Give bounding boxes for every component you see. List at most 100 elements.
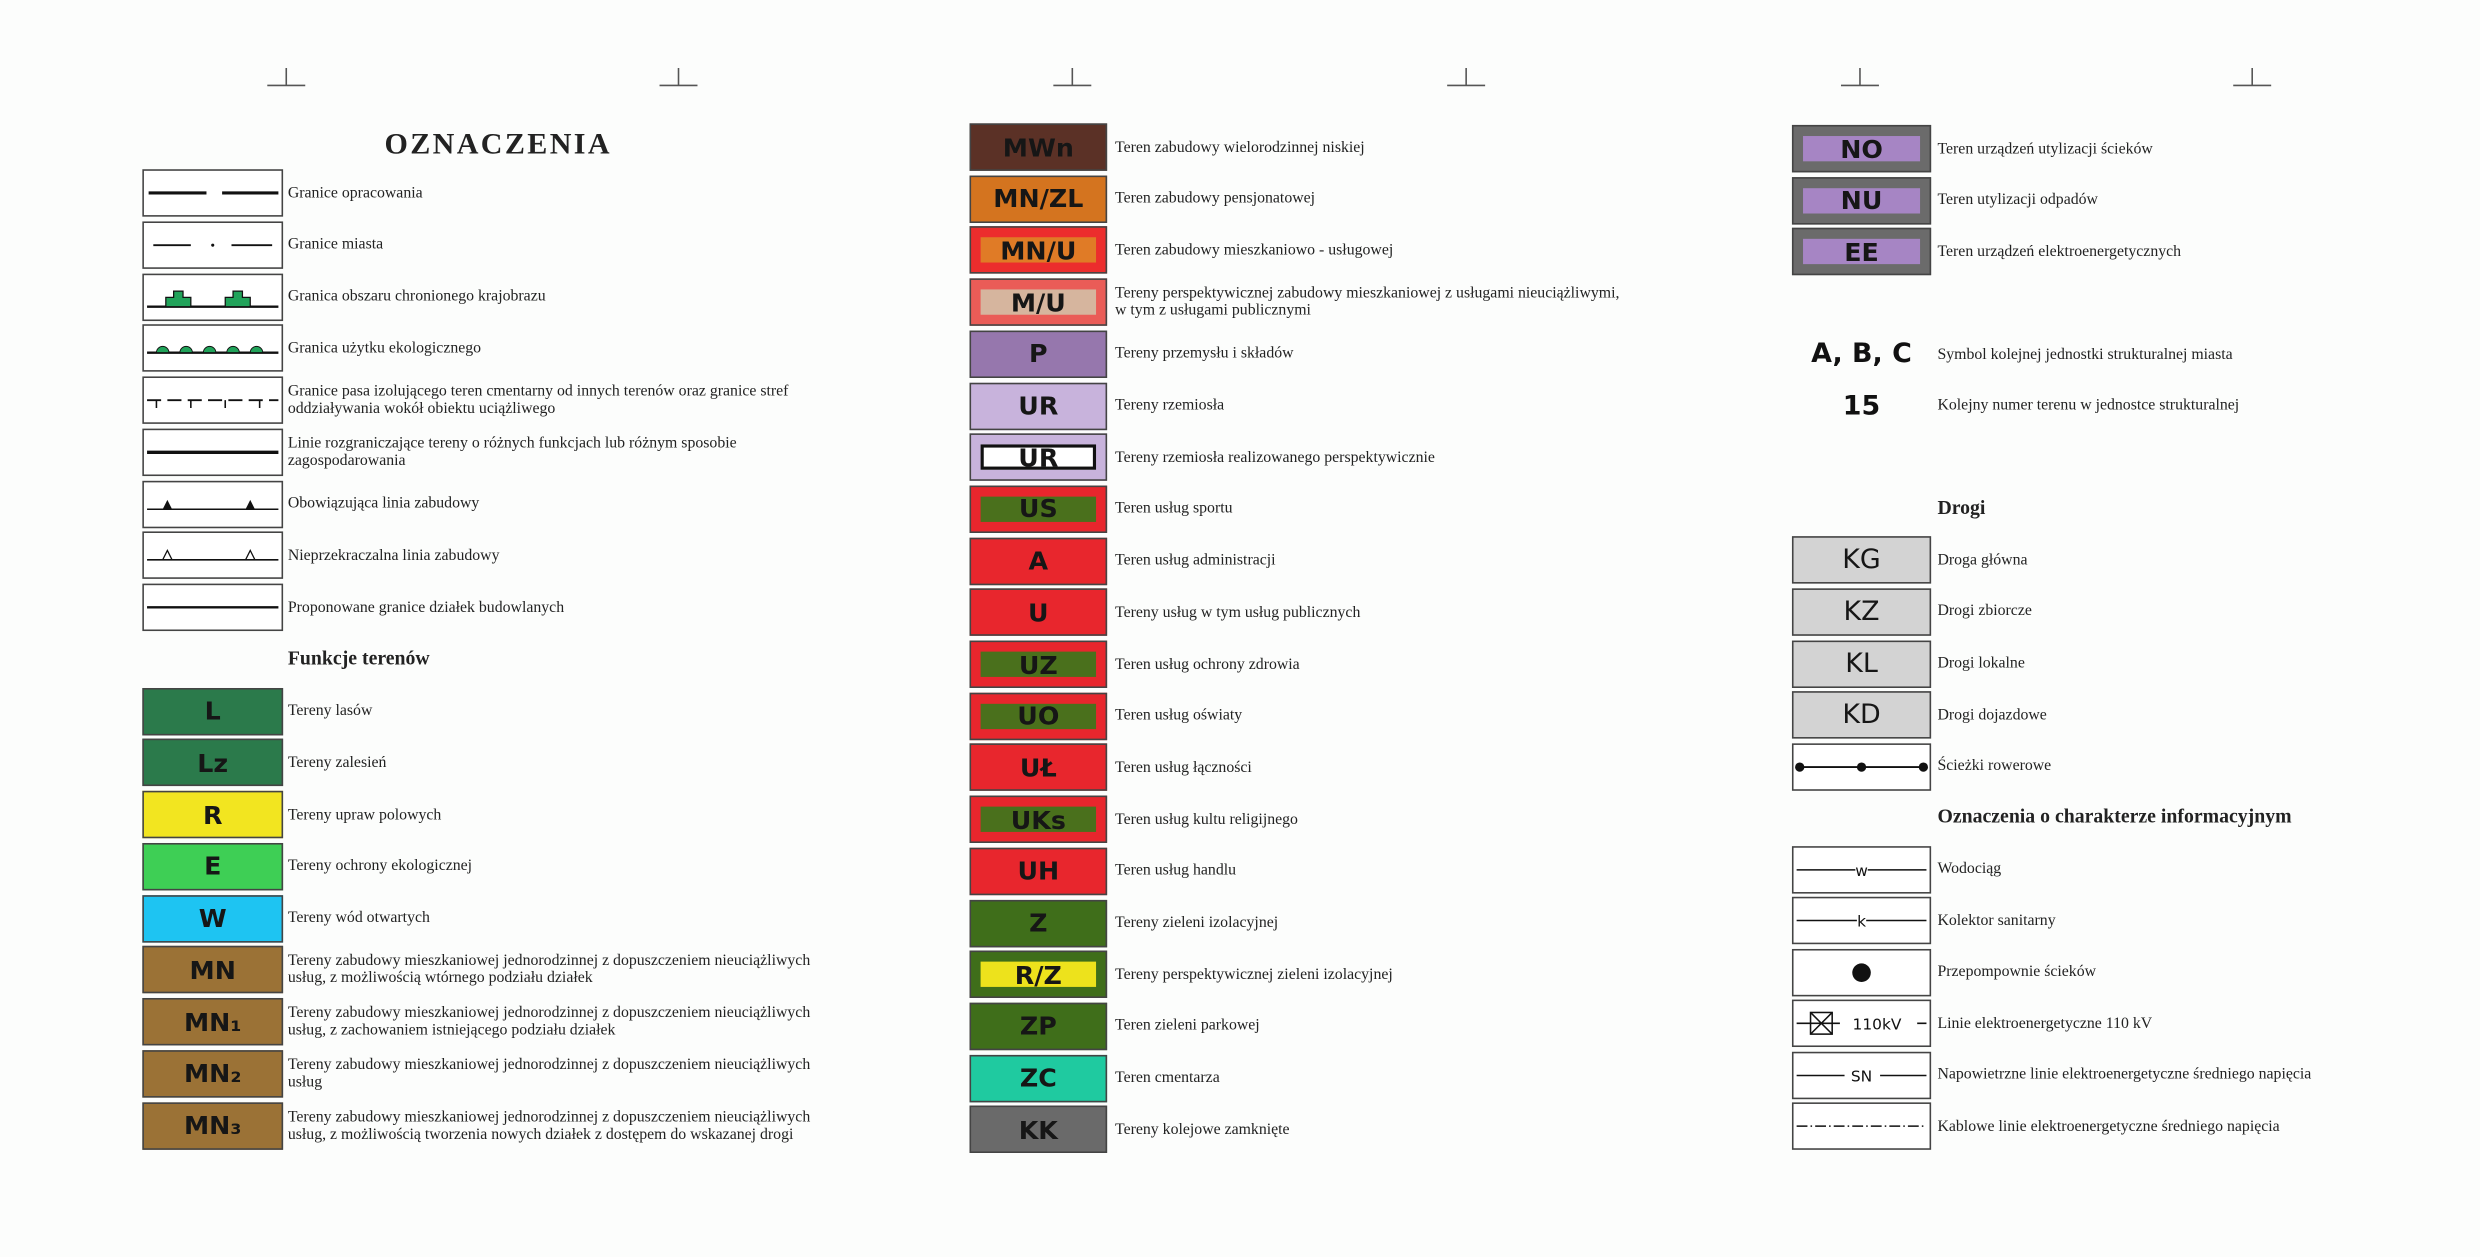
item-label: Granica użytku ekologicznego [288, 325, 481, 372]
swatch-code: L [204, 695, 221, 726]
line-symbol-graphic: k [1796, 913, 1927, 931]
swatch-inner [980, 961, 1097, 988]
item-label: Teren usług sportu [1115, 485, 1233, 532]
swatch-code: UO [1017, 700, 1060, 731]
label-line: Kolejny numer terenu w jednostce struktu… [1937, 397, 2240, 415]
item-label: Granice opracowania [288, 169, 423, 216]
label-line: Teren urządzeń elektroenergetycznych [1937, 242, 2182, 261]
label-line: Tereny ochrony ekologicznej [287, 857, 473, 876]
swatch-code: A [1028, 545, 1049, 576]
symbol-part [1809, 1012, 1833, 1036]
symbol-part [249, 346, 264, 354]
line-symbol-graphic [147, 289, 279, 308]
item-label: Tereny rzemiosła [1115, 382, 1224, 429]
symbol-text: k [1857, 913, 1866, 931]
swatch-code: UKs [1010, 804, 1066, 835]
swatch-code: EE [1844, 236, 1879, 267]
swatch-code: E [204, 851, 222, 882]
swatch-inner [980, 806, 1097, 833]
line-symbol: 110kV [1791, 1000, 1932, 1048]
label-line: Granice opracowania [287, 184, 423, 202]
swatch-code: Lz [197, 747, 229, 778]
label-line: Teren zieleni parkowej [1115, 1017, 1260, 1035]
item-label: Wodociąg [1937, 846, 2001, 893]
label-line: Linie rozgraniczające tereny o różnych f… [287, 434, 737, 452]
line-symbol-graphic [147, 549, 279, 562]
symbol-part [224, 289, 251, 307]
symbol-part [1852, 963, 1871, 982]
label-line: Tereny wód otwartych [287, 909, 430, 927]
item-label: Teren urządzeń elektroenergetycznych [1937, 228, 2181, 275]
line-symbol-graphic [147, 499, 279, 510]
line-symbol: k [1791, 897, 1932, 945]
label-line: Tereny zalesień [287, 754, 387, 772]
label-line: Tereny upraw polowych [287, 805, 442, 824]
label-line: Drogi zbiorcze [1937, 603, 2032, 621]
label-line: Tereny perspektywicznej zabudowy mieszka… [1115, 284, 1620, 303]
symbol-part [211, 243, 215, 247]
item-label: Nieprzekraczalna linia zabudowy [288, 532, 500, 579]
label-line: Teren zabudowy pensjonatowej [1115, 190, 1316, 208]
item-label: Drogi lokalne [1937, 640, 2024, 687]
line-symbol: SN [1791, 1051, 1932, 1100]
line-symbol-graphic [147, 450, 279, 454]
label-line: Ścieżki rowerowe [1937, 757, 2052, 776]
swatch: Z [969, 899, 1108, 947]
item-label: Tereny usług w tym usług publicznych [1115, 589, 1360, 636]
symbol-part [1856, 761, 1867, 772]
line-symbol [1791, 1103, 1932, 1151]
symbol-part [179, 346, 193, 354]
item-label: Tereny zalesień [288, 739, 387, 786]
label-line: Granica obszaru chronionego krajobrazu [287, 287, 546, 306]
swatch: KZ [1791, 588, 1932, 636]
symbol-part [1795, 761, 1805, 772]
label-line: Teren usług ochrony zdrowia [1115, 655, 1300, 673]
swatch: Lz [142, 739, 284, 787]
item-label: Granice pasa izolującego teren cmentarny… [288, 376, 789, 423]
swatch-code: US [1018, 494, 1058, 525]
label-line: Droga główna [1937, 551, 2028, 570]
swatch-code: UR [1018, 390, 1059, 421]
swatch-code: Z [1029, 907, 1048, 938]
swatch-code: NO [1840, 133, 1883, 164]
label-line: Teren usług łączności [1115, 758, 1252, 777]
item-label: Tereny wód otwartych [288, 894, 430, 941]
swatch: KK [969, 1106, 1108, 1154]
swatch-code: MN₂ [183, 1058, 242, 1089]
item-label: Tereny perspektywicznej zabudowy mieszka… [1115, 279, 1619, 326]
swatch-code: P [1029, 338, 1048, 369]
swatch-inner [980, 444, 1097, 471]
crop-marks [267, 68, 2272, 87]
label-line: Teren utylizacji odpadów [1937, 191, 2098, 209]
item-label: Granice miasta [288, 221, 383, 268]
swatch: MN [142, 946, 284, 994]
swatch: ZC [969, 1054, 1108, 1102]
swatch: MN/ZL [969, 175, 1108, 223]
swatch-code: KD [1842, 699, 1881, 731]
swatch-code: KK [1018, 1114, 1058, 1145]
label-line: Tereny rzemiosła realizowanego perspekty… [1115, 448, 1435, 467]
line-symbol: w [1791, 845, 1932, 894]
label-line: Napowietrzne linie elektroenergetyczne ś… [1937, 1066, 2312, 1085]
item-label: Ścieżki rowerowe [1937, 743, 2051, 790]
label-line: Kolektor sanitarny [1937, 912, 2056, 930]
swatch-inner [980, 496, 1097, 522]
swatch-code: NU [1840, 185, 1883, 216]
item-label: Tereny zabudowy mieszkaniowej jednorodzi… [288, 1102, 810, 1149]
swatch: UŁ [969, 743, 1108, 792]
swatch: M/U [969, 278, 1108, 326]
item-label: Teren usług ochrony zdrowia [1115, 641, 1300, 688]
label-line: Tereny perspektywicznej zieleni izolacyj… [1115, 965, 1393, 984]
label-line: Nieprzekraczalna linia zabudowy [287, 546, 500, 565]
label-line: Tereny rzemiosła [1115, 396, 1225, 415]
swatch-code: KL [1845, 647, 1878, 680]
swatch-inner [980, 289, 1097, 315]
swatch: A [969, 537, 1108, 585]
item-label: Przepompownie ścieków [1937, 949, 2096, 996]
swatch-code: MN₁ [183, 1006, 242, 1037]
line-symbol [142, 376, 284, 424]
label-line: Wodociąg [1937, 860, 2002, 879]
item-label: Proponowane granice działek budowlanych [288, 584, 564, 631]
item-label: Drogi zbiorcze [1937, 588, 2031, 635]
